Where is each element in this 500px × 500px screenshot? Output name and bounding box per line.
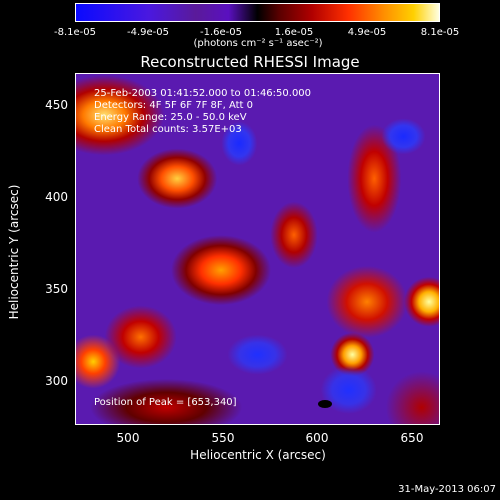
colorbar bbox=[75, 3, 440, 22]
heatmap-image bbox=[75, 73, 440, 425]
y-tick-label: 400 bbox=[45, 190, 68, 204]
colorbar-tick: -1.6e-05 bbox=[200, 27, 242, 38]
datestamp: 31-May-2013 06:07 bbox=[398, 484, 496, 495]
x-tick-label: 650 bbox=[400, 431, 424, 445]
colorbar-tick: -8.1e-05 bbox=[54, 27, 96, 38]
y-tick-label: 450 bbox=[45, 98, 68, 112]
time-range-label: 25-Feb-2003 01:41:52.000 to 01:46:50.000 bbox=[94, 88, 312, 99]
y-tick-label: 350 bbox=[45, 282, 68, 296]
clean-counts-label: Clean Total counts: 3.57E+03 bbox=[94, 124, 242, 135]
plot-frame bbox=[75, 73, 440, 425]
y-tick-label: 300 bbox=[45, 374, 68, 388]
x-tick-label: 600 bbox=[305, 431, 329, 445]
y-axis-label: Heliocentric Y (arcsec) bbox=[7, 184, 21, 320]
x-tick-label: 550 bbox=[211, 431, 235, 445]
x-axis-label: Heliocentric X (arcsec) bbox=[190, 448, 326, 462]
colorbar-tick: -4.9e-05 bbox=[127, 27, 169, 38]
x-tick-label: 500 bbox=[116, 431, 140, 445]
colorbar-tick: 1.6e-05 bbox=[274, 27, 314, 38]
chart-title: Reconstructed RHESSI Image bbox=[140, 53, 360, 71]
colorbar-tick: 8.1e-05 bbox=[420, 27, 460, 38]
colorbar-unit: (photons cm⁻² s⁻¹ asec⁻²) bbox=[193, 38, 323, 49]
detectors-label: Detectors: 4F 5F 6F 7F 8F, Att 0 bbox=[94, 100, 254, 111]
peak-marker bbox=[318, 400, 332, 408]
colorbar-tick: 4.9e-05 bbox=[347, 27, 387, 38]
peak-position-label: Position of Peak = [653,340] bbox=[94, 397, 237, 408]
energy-range-label: Energy Range: 25.0 - 50.0 keV bbox=[94, 112, 247, 123]
